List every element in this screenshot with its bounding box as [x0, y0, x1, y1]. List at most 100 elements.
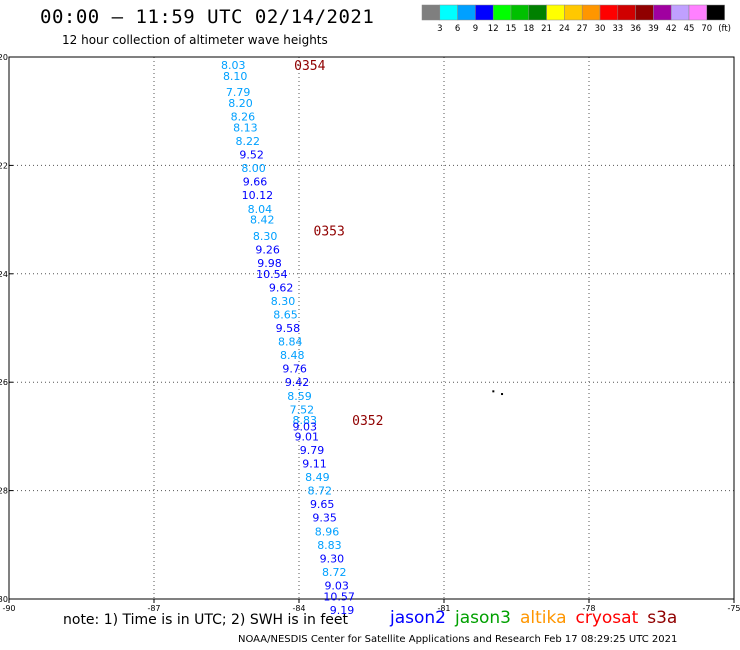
- color-scale-legend: 3 6 9 12 15 18 21 24 27 30 33 36 39 42 45 70 (ft): [421, 4, 731, 34]
- swh-point-label: 8.49: [305, 471, 330, 484]
- swh-point-label: 9.76: [282, 363, 307, 376]
- swh-point-label: 8.59: [287, 390, 312, 403]
- scale-label: 21: [541, 24, 552, 34]
- swh-point-label: 10.54: [256, 268, 288, 281]
- swh-point-label: 8.96: [315, 525, 340, 538]
- swh-point-label: 9.01: [294, 430, 319, 443]
- swh-point-label: 8.83: [317, 539, 342, 552]
- scale-label: 39: [648, 24, 659, 34]
- map-grid: [9, 57, 734, 599]
- x-tick-label: -87: [147, 604, 160, 613]
- swh-point-label: 8.72: [322, 566, 347, 579]
- scale-swatch: [546, 4, 565, 21]
- stray-marks: [492, 390, 504, 396]
- swh-point-label: 8.30: [271, 295, 296, 308]
- scale-label: 18: [523, 24, 534, 34]
- scale-swatch: [457, 4, 476, 21]
- scale-label: 42: [666, 24, 677, 34]
- satellite-legend-item: cryosat: [575, 608, 639, 628]
- scale-swatch: [439, 4, 458, 21]
- swh-point-label: 8.72: [308, 485, 333, 498]
- swh-point-label: 8.48: [280, 349, 305, 362]
- swh-point-label: 9.52: [239, 149, 264, 162]
- page-subtitle: 12 hour collection of altimeter wave hei…: [62, 33, 328, 47]
- scale-swatch: [688, 4, 708, 21]
- scale-swatch: [581, 4, 601, 21]
- scale-label: 70: [701, 24, 712, 34]
- page-title: 00:00 – 11:59 UTC 02/14/2021: [40, 6, 375, 28]
- satellite-legend-item: s3a: [647, 608, 678, 628]
- swh-point-label: 8.03: [221, 59, 246, 72]
- swh-point-label: 9.42: [285, 376, 310, 389]
- scale-label: 27: [577, 24, 588, 34]
- scale-swatch: [510, 4, 530, 21]
- swh-point-label: 9.62: [269, 281, 294, 294]
- scale-label: 33: [612, 24, 623, 34]
- swh-point-label: 9.65: [310, 498, 335, 511]
- scale-swatch: [421, 4, 441, 21]
- swh-point-label: 10.57: [323, 590, 355, 603]
- y-tick-label: -22: [0, 161, 8, 170]
- scale-swatch: [492, 4, 512, 21]
- scale-label: 9: [473, 24, 478, 34]
- satellite-legend-item: altika: [520, 608, 567, 628]
- swh-point-label: 9.26: [255, 243, 280, 256]
- x-tick-label: -90: [2, 604, 15, 613]
- swh-point-label: 9.98: [257, 257, 282, 270]
- scale-label: 12: [488, 24, 499, 34]
- scale-label: 15: [506, 24, 517, 34]
- swh-point-label: 8.00: [241, 162, 266, 175]
- scale-swatch: [599, 4, 619, 21]
- swh-points: 8.038.10 7.798.208.268.138.229.528.009.66…: [221, 59, 355, 617]
- swh-point-label: 10.12: [242, 189, 274, 202]
- swh-point-label: 7.52: [290, 403, 315, 416]
- scale-label: 36: [630, 24, 641, 34]
- swh-point-label: 8.22: [236, 135, 261, 148]
- x-tick-label: -75: [727, 604, 740, 613]
- swh-point-label: 8.65: [273, 308, 298, 321]
- time-labels: 0354 0353 0352: [294, 59, 383, 429]
- scale-swatch: [475, 4, 494, 21]
- swh-point-label: 8.20: [228, 97, 253, 110]
- scale-swatch: [635, 4, 654, 21]
- swh-point-label: 9.79: [300, 444, 325, 457]
- y-tick-label: -30: [0, 595, 8, 604]
- x-tick-label: -84: [292, 604, 305, 613]
- scale-label: (ft): [718, 24, 731, 34]
- y-tick-label: -24: [0, 270, 8, 279]
- swh-point-label: 9.03: [293, 421, 318, 434]
- plot-frame: [8, 56, 735, 600]
- swh-point-label: 9.58: [276, 322, 301, 335]
- time-label: 0352: [352, 414, 383, 429]
- scale-label: 24: [559, 24, 570, 34]
- swh-point-label: 9.11: [302, 458, 327, 471]
- scale-label: 3: [437, 24, 442, 34]
- satellite-legend-item: jason3: [455, 608, 511, 628]
- swh-point-label: 8.26: [231, 111, 256, 124]
- scale-swatch: [564, 4, 583, 21]
- swh-point-label: 9.19: [330, 604, 355, 617]
- swh-point-label: 8.83: [293, 414, 318, 427]
- scale-swatch: [617, 4, 636, 21]
- swh-point-label: 8.13: [233, 121, 258, 134]
- swh-point-label: 8.30: [253, 230, 278, 243]
- scale-swatch: [706, 4, 725, 21]
- scale-label: 45: [684, 24, 695, 34]
- y-tick-label: -28: [0, 487, 8, 496]
- swh-point-label: 8.10: [223, 70, 248, 83]
- swh-point-label: 8.84: [278, 336, 303, 349]
- satellite-legend-item: jason2: [390, 608, 446, 628]
- stray-mark: [501, 393, 504, 396]
- y-axis-ticks: -20 -22 -24 -26 -28 -30: [0, 53, 13, 604]
- swh-point-label: 8.04: [248, 203, 273, 216]
- swh-point-label: 9.66: [243, 176, 268, 189]
- scale-swatch: [653, 4, 672, 21]
- credit-line: NOAA/NESDIS Center for Satellite Applica…: [238, 634, 678, 645]
- time-label: 0354: [294, 59, 325, 74]
- swh-point-label: 8.42: [250, 214, 275, 227]
- stray-mark: [492, 390, 495, 393]
- time-label: 0353: [314, 224, 345, 239]
- scale-label: 6: [455, 24, 460, 34]
